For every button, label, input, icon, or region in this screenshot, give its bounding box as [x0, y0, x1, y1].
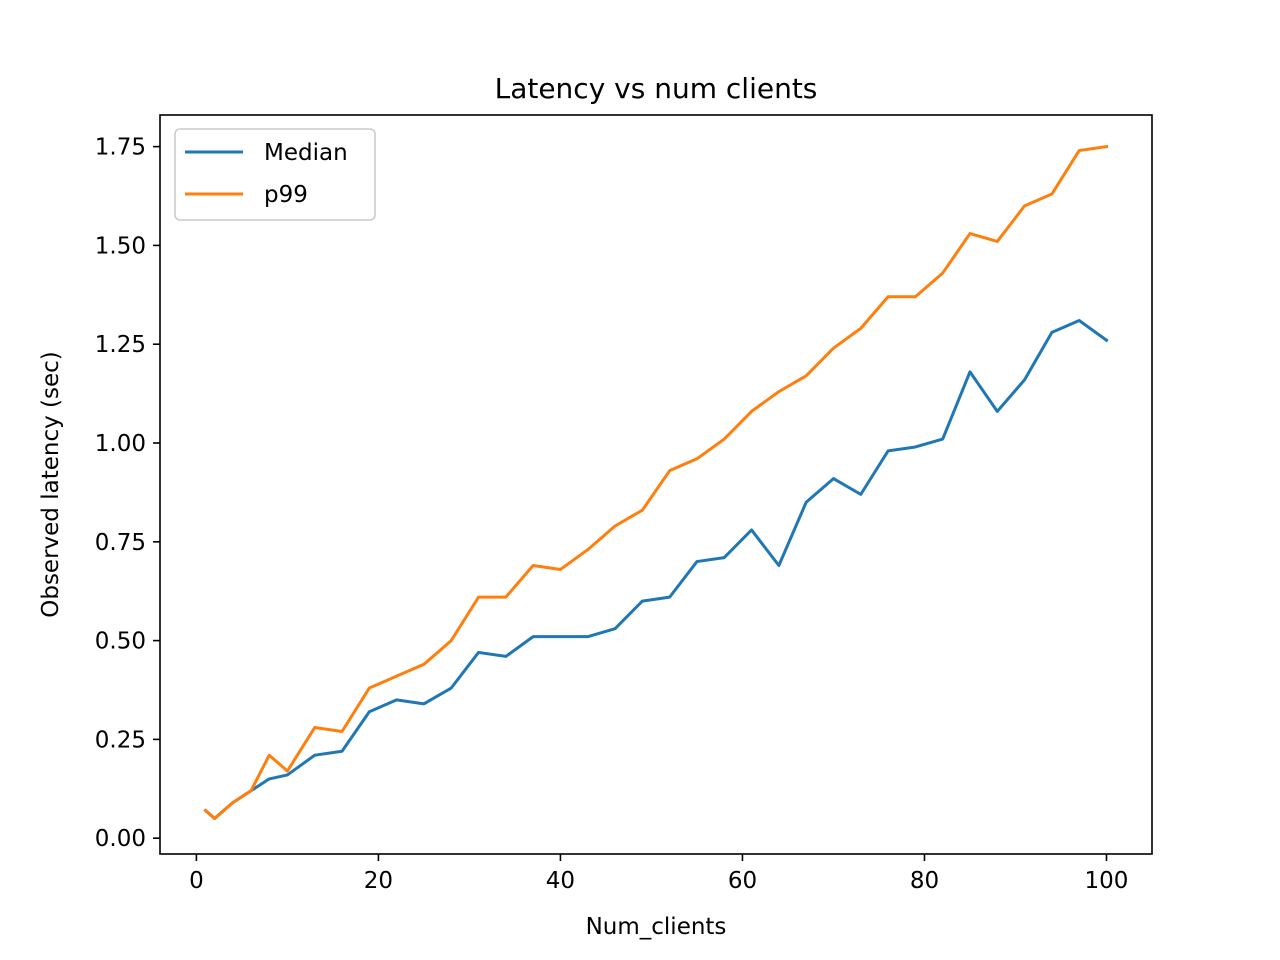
y-tick-label: 0.50: [95, 629, 146, 655]
chart-title: Latency vs num clients: [495, 72, 818, 105]
y-axis-label: Observed latency (sec): [38, 351, 64, 618]
y-tick-label: 0.75: [95, 530, 146, 556]
plot-frame: [159, 114, 1153, 855]
series-line-p99: [203, 144, 1109, 820]
x-tick-label: 60: [728, 868, 757, 894]
y-tick-label: 1.00: [95, 431, 146, 457]
x-tick-label: 0: [189, 868, 204, 894]
y-tick-label: 0.00: [95, 826, 146, 852]
y-tick-label: 1.50: [95, 233, 146, 259]
legend-label-p99: p99: [264, 182, 308, 208]
plot-area: [203, 144, 1109, 820]
legend-label-median: Median: [264, 140, 348, 166]
y-tick-label: 1.25: [95, 332, 146, 358]
x-axis-label: Num_clients: [586, 914, 727, 940]
x-tick-label: 40: [546, 868, 575, 894]
series-line-median: [203, 319, 1109, 820]
x-tick-label: 20: [364, 868, 393, 894]
axes: 0 20 40 60 80 100 0.00 0.25 0.50 0.75 1.00 1.25 1.50…: [95, 114, 1153, 894]
y-tick-label: 0.25: [95, 727, 146, 753]
x-tick-label: 100: [1085, 868, 1129, 894]
y-tick-label: 1.75: [95, 135, 146, 161]
legend: Median p99: [174, 128, 376, 221]
x-tick-label: 80: [910, 868, 939, 894]
